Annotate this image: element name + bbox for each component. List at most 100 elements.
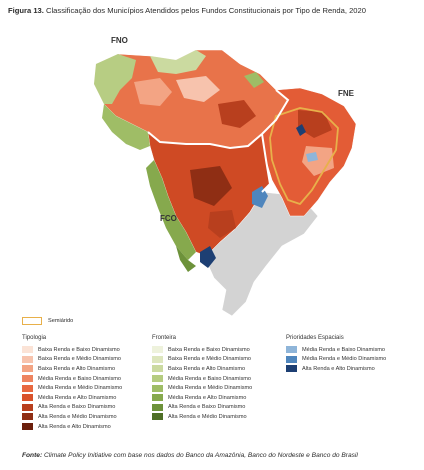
map-boundary-fco-fne [261,133,272,193]
legend-swatch [22,355,33,363]
legend-swatch [152,403,163,411]
region-label-fno: FNO [111,36,128,45]
region-label-fne: FNE [338,89,354,98]
map-boundary-fno-fco [147,131,263,150]
legend-swatch [286,355,297,363]
map-priority-ne [296,124,306,136]
legend-label: Média Renda e Médio Dinamismo [168,385,253,392]
legend-item-prioridades: Alta Renda e Alto Dinamismo [286,364,386,374]
legend-label: Alta Renda e Médio Dinamismo [168,413,247,420]
legend-swatch [22,423,33,431]
map-priority-ms [200,246,216,268]
map-priority-minas [252,186,268,208]
legend-label: Baixa Renda e Médio Dinamismo [38,356,122,363]
map-frontier-southwest [146,160,196,260]
legend-swatch [152,375,163,383]
legend-item-tipologia: Média Renda e Baixo Dinamismo [22,374,122,384]
map-patch-north-dark [218,100,256,128]
legend-swatch [152,384,163,392]
legend-item-fronteira: Alta Renda e Médio Dinamismo [152,412,252,422]
legend-swatch [22,365,33,373]
legend-item-tipologia: Alta Renda e Médio Dinamismo [22,412,122,422]
figure-number: Figura 13. [8,6,44,15]
legend-item-tipologia: Média Renda e Alto Dinamismo [22,393,122,403]
legend-swatch [152,365,163,373]
legend-item-fronteira: Alta Renda e Baixo Dinamismo [152,403,252,413]
legend-label: Alta Renda e Alto Dinamismo [38,423,111,430]
map-patch-north-light [134,78,172,106]
legend-item-fronteira: Média Renda e Baixo Dinamismo [152,374,252,384]
legend-item-fronteira: Baixa Renda e Baixo Dinamismo [152,345,252,355]
legend-label: Média Renda e Alto Dinamismo [168,394,247,401]
map-frontier-south [176,246,196,272]
legend-item-tipologia: Baixa Renda e Baixo Dinamismo [22,345,122,355]
legend-label: Baixa Renda e Alto Dinamismo [168,365,246,372]
semiarido-label: Semiárido [48,318,74,324]
map-patch-centerwest-mid [208,210,236,238]
brazil-map [93,49,357,317]
legend-swatch [152,355,163,363]
legend-label: Baixa Renda e Alto Dinamismo [38,365,116,372]
legend-label: Alta Renda e Alto Dinamismo [302,365,375,372]
legend-label: Média Renda e Baixo Dinamismo [168,375,252,382]
legend-label: Média Renda e Alto Dinamismo [38,394,117,401]
legend-tipologia: Tipologia Baixa Renda e Baixo Dinamismo B… [22,335,122,431]
map-patch-centerwest-dark [190,166,232,206]
legend-item-tipologia: Baixa Renda e Alto Dinamismo [22,364,122,374]
legend-item-fronteira: Baixa Renda e Médio Dinamismo [152,355,252,365]
legend-swatch [286,346,297,354]
legend-swatch [286,365,297,373]
legend-swatch [22,375,33,383]
legend-label: Alta Renda e Baixo Dinamismo [168,404,246,411]
legend-item-prioridades: Média Renda e Médio Dinamismo [286,355,386,365]
region-label-fco: FCO [160,214,177,223]
legend-swatch [22,346,33,354]
legend-item-prioridades: Média Renda e Baixo Dinamismo [286,345,386,355]
legend-label: Baixa Renda e Médio Dinamismo [168,356,252,363]
legend-prioridades: Prioridades Espaciais Média Renda e Baix… [286,335,386,374]
map-semiarido-outline [269,107,339,205]
legend-label: Alta Renda e Médio Dinamismo [38,413,117,420]
map-boundary-fno-fne [261,89,290,135]
legend-header-prioridades: Prioridades Espaciais [286,335,344,341]
legend-item-tipologia: Alta Renda e Baixo Dinamismo [22,403,122,413]
legend-swatch [22,384,33,392]
map-frontier-west [102,104,150,150]
map-patch-north-greenpatch [244,72,264,88]
legend-fronteira: Fronteira Baixa Renda e Baixo Dinamismo B… [152,335,252,422]
legend-item-tipologia: Alta Renda e Alto Dinamismo [22,422,122,432]
legend-label: Média Renda e Baixo Dinamismo [302,346,386,353]
source-prefix: Fonte: [22,452,43,459]
legend-item-tipologia: Baixa Renda e Médio Dinamismo [22,355,122,365]
semiarido-swatch [22,317,42,325]
legend-label: Média Renda e Médio Dinamismo [38,385,123,392]
legend-item-fronteira: Média Renda e Médio Dinamismo [152,383,252,393]
legend-label: Alta Renda e Baixo Dinamismo [38,404,116,411]
legend-label: Baixa Renda e Baixo Dinamismo [38,346,120,353]
legend-item-fronteira: Baixa Renda e Alto Dinamismo [152,364,252,374]
map-frontier-north [150,50,206,74]
map-patch-northeast-dark [298,110,332,138]
legend-label: Média Renda e Médio Dinamismo [302,356,387,363]
source-note: Fonte: Climate Policy Initiative com bas… [22,452,358,459]
map-priority-ne-light [306,152,318,162]
legend-swatch [22,413,33,421]
legend-item-tipologia: Média Renda e Médio Dinamismo [22,383,122,393]
legend-item-fronteira: Média Renda e Alto Dinamismo [152,393,252,403]
semiarido-legend: Semiárido [22,317,73,325]
legend-swatch [152,394,163,402]
legend-label: Baixa Renda e Baixo Dinamismo [168,346,250,353]
legend-header-tipologia: Tipologia [22,335,47,341]
source-text: Climate Policy Initiative com base nos d… [44,452,358,459]
legend-swatch [152,346,163,354]
legend-swatch [152,413,163,421]
map-patch-north-pale [176,76,220,102]
map-frontier-northwest [94,54,136,104]
figure-title-text: Classificação dos Municípios Atendidos p… [46,6,366,15]
legend-label: Média Renda e Baixo Dinamismo [38,375,122,382]
legend-header-fronteira: Fronteira [152,335,177,341]
legend-swatch [22,394,33,402]
legend-swatch [22,403,33,411]
figure-title: Figura 13. Classificação dos Municípios … [8,6,366,16]
